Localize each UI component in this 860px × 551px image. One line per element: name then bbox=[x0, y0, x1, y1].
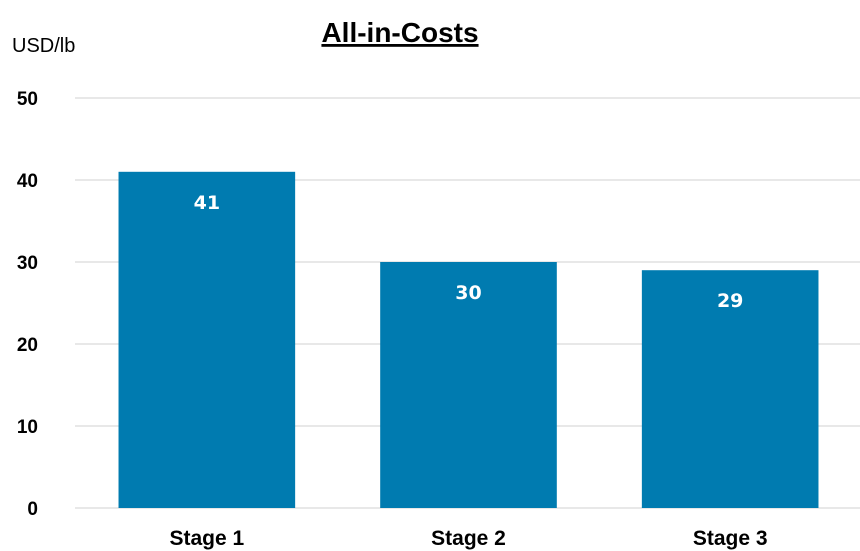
y-tick-label: 30 bbox=[17, 253, 38, 274]
bars: 41 30 29 bbox=[118, 171, 819, 509]
y-tick-label: 50 bbox=[17, 89, 38, 110]
y-axis-ticks: 0 10 20 30 40 50 bbox=[17, 89, 38, 520]
bar-value-label: 29 bbox=[717, 290, 743, 312]
x-category-label: Stage 1 bbox=[169, 527, 244, 550]
bar bbox=[380, 262, 557, 508]
y-unit-label: USD/lb bbox=[12, 35, 75, 57]
x-axis-categories: Stage 1 Stage 2 Stage 3 bbox=[169, 527, 767, 550]
bar-value-label: 41 bbox=[194, 192, 220, 214]
y-tick-label: 10 bbox=[17, 417, 38, 438]
y-tick-label: 20 bbox=[17, 335, 38, 356]
x-category-label: Stage 2 bbox=[431, 527, 506, 550]
y-tick-label: 40 bbox=[17, 171, 38, 192]
y-tick-label: 0 bbox=[27, 499, 38, 520]
chart-title: All-in-Costs bbox=[321, 17, 478, 48]
bar-value-label: 30 bbox=[455, 282, 481, 304]
x-category-label: Stage 3 bbox=[693, 527, 768, 550]
bar bbox=[118, 171, 296, 509]
bar bbox=[641, 270, 819, 508]
